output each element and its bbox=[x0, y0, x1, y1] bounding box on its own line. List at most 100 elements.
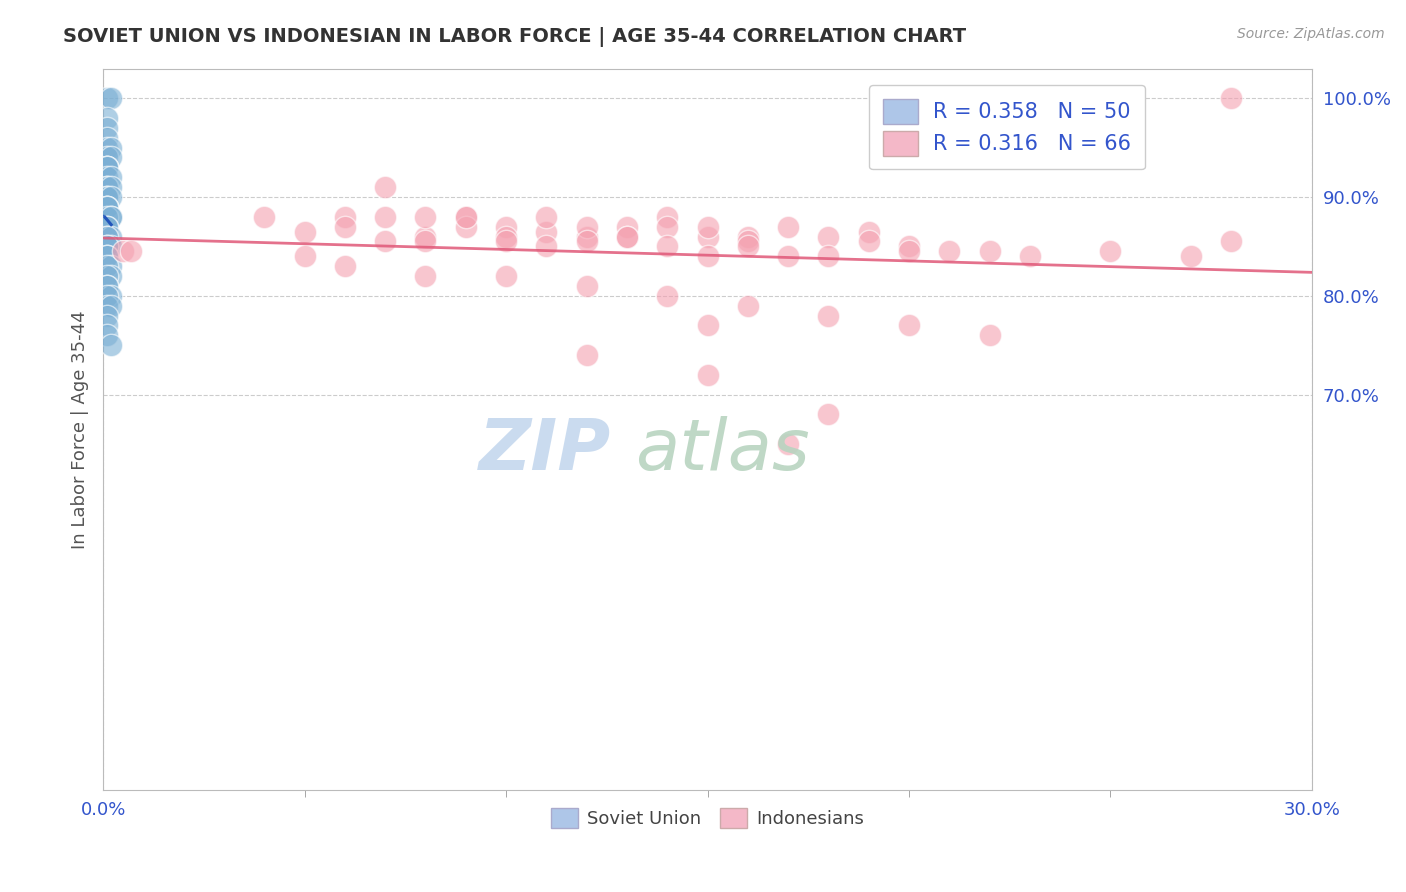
Point bbox=[100, 210, 122, 224]
Point bbox=[333, 219, 356, 234]
Y-axis label: In Labor Force | Age 35-44: In Labor Force | Age 35-44 bbox=[72, 310, 89, 549]
Point bbox=[979, 244, 1001, 259]
Point bbox=[575, 279, 598, 293]
Point bbox=[96, 328, 118, 343]
Point bbox=[817, 249, 839, 263]
Text: SOVIET UNION VS INDONESIAN IN LABOR FORCE | AGE 35-44 CORRELATION CHART: SOVIET UNION VS INDONESIAN IN LABOR FORC… bbox=[63, 27, 966, 46]
Point bbox=[100, 299, 122, 313]
Point bbox=[575, 219, 598, 234]
Point bbox=[415, 235, 437, 249]
Point bbox=[778, 219, 800, 234]
Point bbox=[100, 229, 122, 244]
Point bbox=[696, 229, 718, 244]
Point bbox=[1220, 91, 1243, 105]
Point bbox=[96, 210, 118, 224]
Point bbox=[96, 190, 118, 204]
Point bbox=[415, 229, 437, 244]
Point bbox=[696, 249, 718, 263]
Point bbox=[96, 219, 118, 234]
Point bbox=[96, 161, 118, 175]
Point bbox=[96, 91, 118, 105]
Point bbox=[897, 244, 920, 259]
Point bbox=[96, 239, 118, 253]
Point bbox=[454, 210, 477, 224]
Point bbox=[100, 338, 122, 352]
Point bbox=[120, 244, 142, 259]
Point bbox=[1099, 244, 1122, 259]
Point bbox=[100, 239, 122, 253]
Point bbox=[96, 318, 118, 333]
Point bbox=[495, 219, 517, 234]
Point bbox=[657, 239, 679, 253]
Point bbox=[96, 279, 118, 293]
Point bbox=[96, 200, 118, 214]
Point bbox=[817, 309, 839, 323]
Point bbox=[100, 210, 122, 224]
Point bbox=[495, 229, 517, 244]
Point bbox=[96, 279, 118, 293]
Point bbox=[100, 190, 122, 204]
Point bbox=[938, 244, 960, 259]
Point bbox=[575, 229, 598, 244]
Point bbox=[616, 219, 638, 234]
Point bbox=[536, 225, 558, 239]
Point bbox=[96, 289, 118, 303]
Point bbox=[616, 229, 638, 244]
Point bbox=[100, 268, 122, 283]
Point bbox=[96, 249, 118, 263]
Point bbox=[96, 229, 118, 244]
Point bbox=[96, 120, 118, 135]
Point bbox=[1018, 249, 1040, 263]
Point bbox=[100, 180, 122, 194]
Point bbox=[96, 299, 118, 313]
Text: ZIP: ZIP bbox=[478, 417, 610, 485]
Point bbox=[253, 210, 276, 224]
Point bbox=[858, 225, 880, 239]
Point bbox=[536, 239, 558, 253]
Point bbox=[333, 210, 356, 224]
Point bbox=[1220, 235, 1243, 249]
Point bbox=[96, 219, 118, 234]
Point bbox=[897, 318, 920, 333]
Point bbox=[96, 161, 118, 175]
Point bbox=[657, 210, 679, 224]
Point bbox=[536, 210, 558, 224]
Point bbox=[374, 180, 396, 194]
Point bbox=[96, 249, 118, 263]
Point bbox=[778, 249, 800, 263]
Point bbox=[454, 210, 477, 224]
Point bbox=[96, 170, 118, 185]
Point bbox=[657, 219, 679, 234]
Point bbox=[737, 299, 759, 313]
Point bbox=[495, 268, 517, 283]
Point bbox=[575, 235, 598, 249]
Point bbox=[374, 210, 396, 224]
Point bbox=[1180, 249, 1202, 263]
Point bbox=[96, 200, 118, 214]
Point bbox=[294, 249, 316, 263]
Point bbox=[858, 235, 880, 249]
Point bbox=[696, 318, 718, 333]
Point bbox=[575, 348, 598, 362]
Point bbox=[979, 328, 1001, 343]
Point bbox=[415, 268, 437, 283]
Point bbox=[96, 309, 118, 323]
Point bbox=[96, 130, 118, 145]
Point bbox=[737, 239, 759, 253]
Point bbox=[100, 259, 122, 273]
Point bbox=[817, 229, 839, 244]
Point bbox=[112, 244, 135, 259]
Point bbox=[495, 235, 517, 249]
Point bbox=[96, 111, 118, 125]
Point bbox=[737, 229, 759, 244]
Point bbox=[100, 151, 122, 165]
Point bbox=[96, 180, 118, 194]
Point bbox=[294, 225, 316, 239]
Point bbox=[616, 229, 638, 244]
Point bbox=[96, 268, 118, 283]
Point bbox=[96, 161, 118, 175]
Point bbox=[96, 151, 118, 165]
Point bbox=[100, 170, 122, 185]
Point bbox=[100, 140, 122, 154]
Point bbox=[817, 408, 839, 422]
